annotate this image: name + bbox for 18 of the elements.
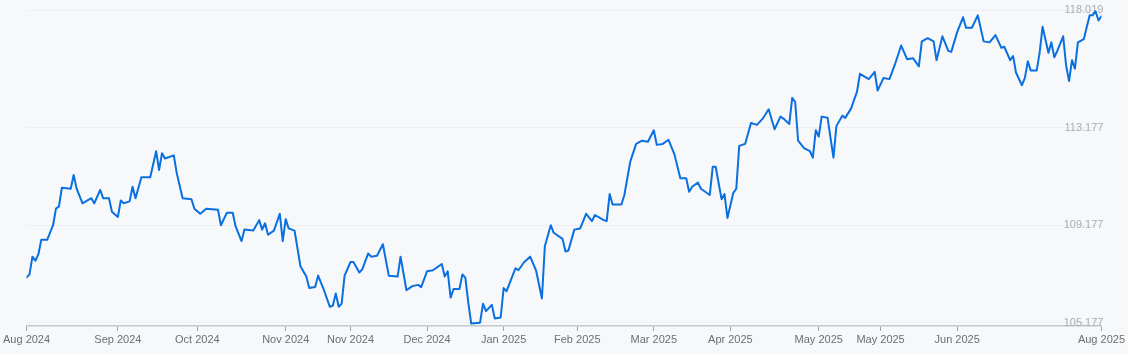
- x-tick-label: Feb 2025: [554, 333, 601, 346]
- y-tick-label: 113.177: [1064, 120, 1104, 133]
- x-tick-label: Dec 2024: [403, 333, 451, 346]
- x-tick-label: Aug 2025: [1077, 333, 1126, 346]
- x-tick-label: Jun 2025: [934, 333, 980, 346]
- x-tick-label: Sep 2024: [94, 333, 142, 346]
- x-tick-label: Oct 2024: [175, 333, 220, 346]
- x-tick-label: Nov 2024: [262, 333, 310, 346]
- y-tick-label: 105.177: [1063, 315, 1104, 328]
- y-tick-label: 118.019: [1064, 3, 1104, 16]
- x-tick-label: Jan 2025: [481, 333, 527, 346]
- x-tick-label: Nov 2024: [326, 333, 375, 346]
- y-tick-label: 109.177: [1063, 218, 1104, 231]
- x-tick-label: Mar 2025: [630, 333, 678, 346]
- x-tick-label: May 2025: [856, 333, 905, 346]
- x-tick-label: May 2025: [794, 333, 843, 346]
- x-tick-label: Apr 2025: [708, 333, 753, 346]
- x-tick-label: Aug 2024: [2, 333, 51, 346]
